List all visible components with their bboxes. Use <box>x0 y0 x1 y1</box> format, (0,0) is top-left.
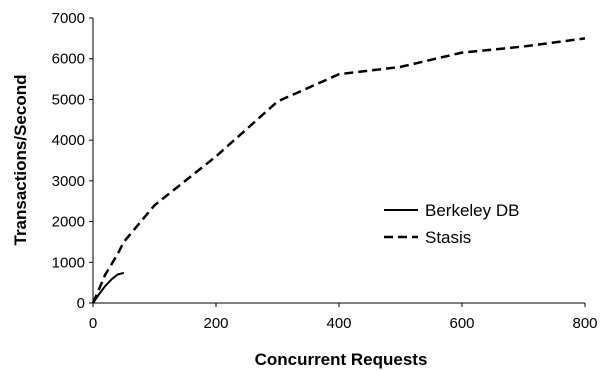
series-lines <box>91 37 586 304</box>
y-tick-label: 5000 <box>52 91 85 108</box>
legend-label-stasis: Stasis <box>425 228 471 247</box>
axes <box>92 18 585 304</box>
y-tick-label: 2000 <box>52 214 85 231</box>
series-line-stasis <box>91 37 586 304</box>
series-line-berkeley-db <box>92 271 125 304</box>
y-tick-label: 0 <box>77 295 85 312</box>
x-tick-label: 400 <box>326 315 351 332</box>
y-tick-label: 7000 <box>52 10 85 27</box>
y-tick-label: 1000 <box>52 254 85 271</box>
y-tick-label: 3000 <box>52 173 85 190</box>
legend: Berkeley DB Stasis <box>384 201 519 247</box>
y-axis-title: Transactions/Second <box>11 75 30 246</box>
x-tick-label: 0 <box>89 315 97 332</box>
y-tick-label: 4000 <box>52 132 85 149</box>
legend-label-berkeley-db: Berkeley DB <box>425 201 519 220</box>
x-tick-label: 800 <box>572 315 597 332</box>
x-tick-label: 200 <box>203 315 228 332</box>
ticks: 0 1000 2000 3000 4000 5000 6000 7000 0 200 400 600 8… <box>52 10 598 332</box>
x-axis-title: Concurrent Requests <box>255 350 428 369</box>
x-tick-label: 600 <box>449 315 474 332</box>
y-tick-label: 6000 <box>52 51 85 68</box>
